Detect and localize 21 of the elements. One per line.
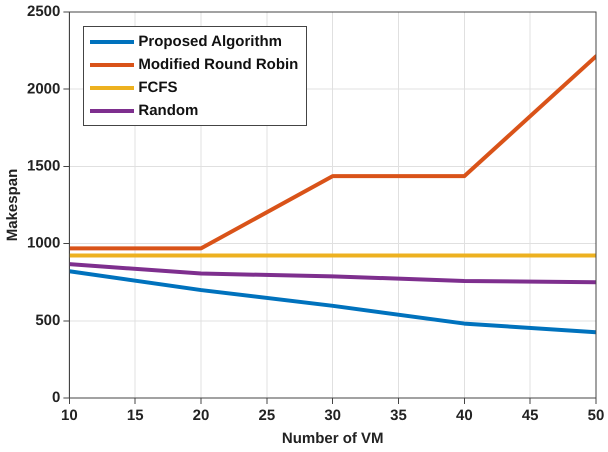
x-tick-label: 15 — [126, 407, 144, 424]
x-tick-label: 25 — [258, 407, 276, 424]
x-tick-label: 30 — [324, 407, 342, 424]
x-tick-label: 40 — [456, 407, 473, 424]
y-axis-title: Makespan — [4, 168, 22, 242]
legend-label: FCFS — [138, 79, 178, 96]
y-tick-label: 2500 — [26, 3, 60, 20]
y-tick-label: 0 — [52, 389, 60, 406]
x-tick-label: 45 — [522, 407, 539, 424]
x-axis-title: Number of VM — [282, 430, 384, 448]
y-tick-label: 500 — [35, 312, 60, 329]
legend-label: Modified Round Robin — [138, 56, 298, 73]
x-tick-label: 10 — [61, 407, 78, 424]
y-tick-label: 1000 — [26, 234, 60, 252]
x-tick-label: 20 — [192, 407, 210, 424]
x-tick-label: 50 — [588, 407, 604, 424]
y-tick-label: 1500 — [26, 158, 60, 175]
x-tick-label: 35 — [390, 407, 407, 424]
legend-label: Proposed Algorithm — [138, 33, 282, 50]
y-tick-label: 2000 — [26, 80, 60, 98]
legend-label: Random — [138, 102, 198, 119]
